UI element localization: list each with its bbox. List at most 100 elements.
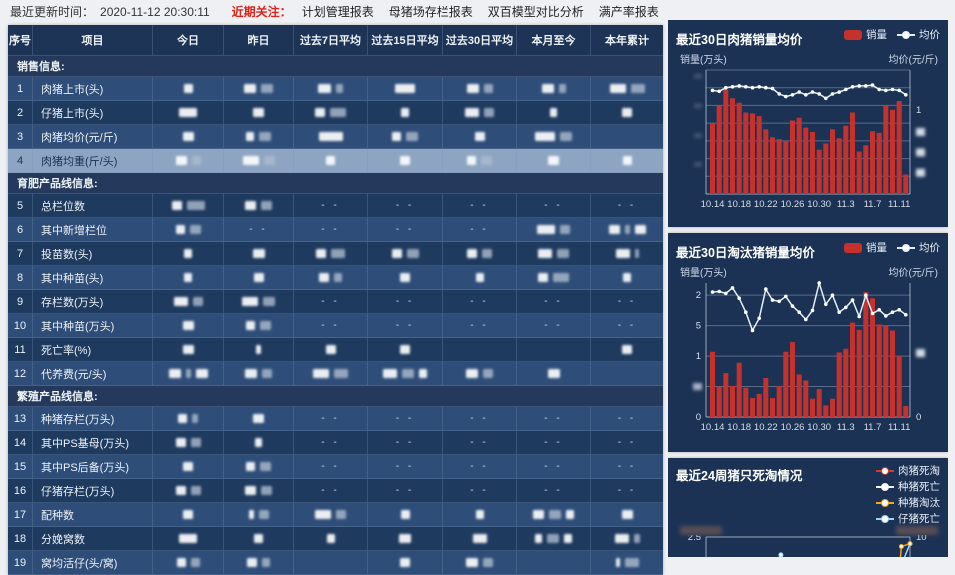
legend-item-种猪死亡[interactable]: 种猪死亡 (876, 479, 940, 494)
table-row-19[interactable]: 19 窝均活仔(头/窝) (8, 551, 663, 575)
redacted-value (634, 249, 639, 258)
redacted-value (175, 438, 186, 447)
redacted-value (242, 156, 259, 165)
data-cell (224, 242, 294, 265)
table-row-1[interactable]: 1 肉猪上市(头) (8, 77, 663, 101)
data-cell (368, 527, 443, 550)
data-cell (368, 362, 443, 385)
legend-item-销量[interactable]: 销量 (844, 240, 887, 255)
redacted-value (192, 414, 198, 423)
table-row-4[interactable]: 4 肉猪均重(斤/头) (8, 149, 663, 173)
data-cell (591, 503, 663, 526)
data-cell (153, 266, 224, 289)
table-row-6[interactable]: 6 其中新增栏位 - - - - - - - - (8, 218, 663, 242)
svg-text:11.11: 11.11 (888, 422, 910, 433)
redacted-value (400, 156, 410, 165)
table-row-13[interactable]: 13 种猪存栏(万头) - - - - - - - - - - (8, 407, 663, 431)
data-cell: - - (517, 194, 591, 217)
legend-item-种猪淘汰[interactable]: 种猪淘汰 (876, 495, 940, 510)
data-cell: - - (591, 479, 663, 502)
redacted-value (566, 510, 574, 519)
table-row-18[interactable]: 18 分娩窝数 (8, 527, 663, 551)
svg-text:5: 5 (696, 321, 701, 332)
redacted-value (608, 225, 620, 234)
data-cell (224, 194, 294, 217)
data-cell (153, 407, 224, 430)
data-cell (224, 431, 294, 454)
redacted-value (183, 462, 193, 471)
data-cell: - - (591, 314, 663, 337)
legend-item-肉猪死淘[interactable]: 肉猪死淘 (876, 463, 940, 478)
row-index: 17 (8, 503, 33, 526)
row-index: 6 (8, 218, 33, 241)
data-cell (517, 503, 591, 526)
row-label: 存栏数(万头) (33, 290, 153, 313)
data-cell: - - (368, 194, 443, 217)
legend-item-均价[interactable]: 均价 (897, 240, 940, 255)
redacted-value (183, 510, 193, 519)
svg-text:10.22: 10.22 (754, 199, 778, 210)
redacted-value (535, 534, 542, 543)
table-row-15[interactable]: 15 其中PS后备(万头) - - - - - - - - - - (8, 455, 663, 479)
data-cell: - - (294, 194, 368, 217)
redacted-value (615, 249, 630, 258)
svg-text:10.18: 10.18 (727, 199, 751, 210)
redacted-value (315, 108, 325, 117)
table-row-2[interactable]: 2 仔猪上市(头) (8, 101, 663, 125)
redacted-value (191, 156, 201, 165)
row-index: 14 (8, 431, 33, 454)
data-cell (443, 101, 517, 124)
nav-link-3[interactable]: 双百模型对比分析 (487, 5, 584, 19)
nav-link-1[interactable]: 计划管理报表 (301, 5, 374, 19)
dash-value: - - (321, 485, 340, 496)
data-cell (153, 101, 224, 124)
redacted-value (558, 84, 566, 93)
table-row-5[interactable]: 5 总栏位数 - - - - - - - - - - (8, 194, 663, 218)
data-cell (368, 338, 443, 361)
data-cell (294, 242, 368, 265)
redacted-value (246, 462, 255, 471)
table-row-8[interactable]: 8 其中种苗(头) (8, 266, 663, 290)
table-row-16[interactable]: 16 仔猪存栏(万头) - - - - - - - - - - (8, 479, 663, 503)
redacted-axis-label (896, 526, 938, 535)
dash-value: - - (470, 461, 489, 472)
data-cell (517, 362, 591, 385)
legend-item-均价[interactable]: 均价 (897, 27, 940, 42)
data-cell (224, 527, 294, 550)
table-row-17[interactable]: 17 配种数 (8, 503, 663, 527)
legend-bar-swatch (844, 242, 862, 253)
redacted-value (622, 108, 632, 117)
nav-link-4[interactable]: 满产率报表 (598, 5, 659, 19)
redacted-value (633, 534, 640, 543)
nav-link-2[interactable]: 母猪场存栏报表 (388, 5, 473, 19)
svg-text:11.11: 11.11 (888, 199, 910, 210)
column-header: 本年累计 (605, 35, 649, 47)
data-cell (153, 479, 224, 502)
redacted-value (183, 84, 193, 93)
legend-item-仔猪死亡[interactable]: 仔猪死亡 (876, 511, 940, 526)
data-cell: - - (443, 194, 517, 217)
redacted-value (182, 321, 194, 330)
redacted-value (400, 345, 410, 354)
redacted-value (547, 534, 559, 543)
table-row-11[interactable]: 11 死亡率(%) (8, 338, 663, 362)
redacted-value (466, 84, 479, 93)
table-row-10[interactable]: 10 其中种苗(万头) - - - - - - - - - - (8, 314, 663, 338)
row-label: 总栏位数 (33, 194, 153, 217)
row-index: 15 (8, 455, 33, 478)
legend-item-销量[interactable]: 销量 (844, 27, 887, 42)
data-cell (517, 125, 591, 148)
svg-text:0: 0 (696, 412, 701, 423)
chart-card-pig-sales-price: 最近30日肉猪销量均价 销量 均价 销量(万头) 均价(元/斤) 1 10.14 10… (668, 20, 948, 227)
table-row-3[interactable]: 3 肉猪均价(元/斤) (8, 125, 663, 149)
table-row-12[interactable]: 12 代养费(元/头) (8, 362, 663, 386)
svg-text:11.3: 11.3 (837, 422, 855, 433)
row-index: 5 (8, 194, 33, 217)
table-row-14[interactable]: 14 其中PS基母(万头) - - - - - - - - - - (8, 431, 663, 455)
row-label: 其中PS后备(万头) (33, 455, 153, 478)
table-row-7[interactable]: 7 投苗数(头) (8, 242, 663, 266)
redacted-value (483, 84, 493, 93)
svg-text:10.30: 10.30 (807, 422, 831, 433)
table-row-9[interactable]: 9 存栏数(万头) - - - - - - - - - - (8, 290, 663, 314)
